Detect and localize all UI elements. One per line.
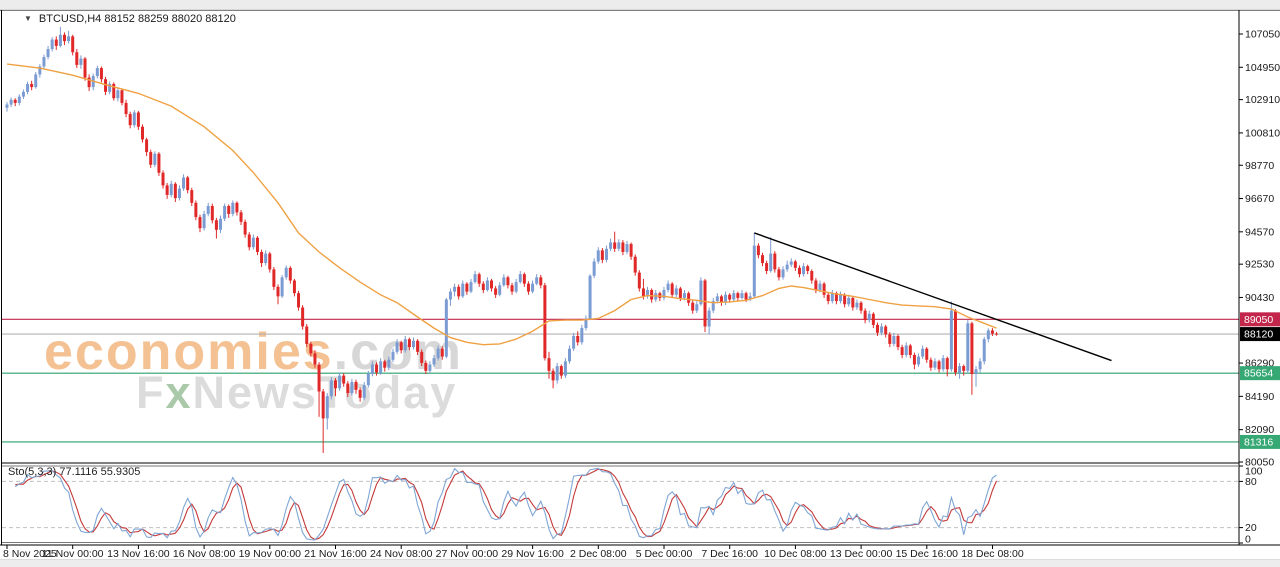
time-tick-label: 19 Nov 00:00	[239, 548, 302, 560]
price-tick-label: 96670	[1245, 193, 1274, 205]
window-top-strip	[0, 0, 1280, 10]
price-badge-label: 81316	[1244, 436, 1273, 448]
sto-level-label: 20	[1245, 522, 1257, 534]
horizontal-levels	[2, 318, 1239, 443]
price-tick-label: 82090	[1245, 424, 1274, 436]
trendline	[754, 232, 1112, 362]
indicator-value-d: 55.9305	[100, 466, 141, 478]
sto-level-label: 100	[1245, 466, 1263, 478]
symbol-name: BTCUSD,H4	[38, 13, 102, 25]
price-tick-label: 90430	[1245, 292, 1274, 304]
descending-trendline[interactable]	[754, 232, 1112, 362]
time-tick-label: 13 Dec 00:00	[830, 548, 893, 560]
sto-level-label: 0	[1245, 534, 1251, 546]
sto-signal-line	[15, 468, 998, 541]
price-badge-support-1	[1240, 366, 1280, 381]
price-axis[interactable]: 107050 104950 102910 100810 98770 96670 94570 9…	[1239, 29, 1280, 469]
price-badge-support-2	[1240, 434, 1280, 449]
symbol-ohlc: 88152 88259 88020 88120	[104, 13, 236, 25]
indicator-name: Sto(5,3,3)	[8, 466, 57, 478]
indicator-value-k: 77.1116	[59, 466, 98, 478]
time-tick-label: 5 Dec 00:00	[636, 548, 693, 560]
sto-level-label: 80	[1245, 476, 1257, 488]
time-tick-label: 8 Nov 2025	[3, 548, 57, 560]
time-tick-label: 7 Dec 16:00	[701, 548, 758, 560]
time-tick-label: 18 Dec 08:00	[961, 548, 1024, 560]
price-tick-label: 80050	[1245, 457, 1274, 469]
price-tick-label: 84190	[1245, 391, 1274, 403]
price-badge-label: 85654	[1244, 368, 1273, 380]
symbol-info: ▼ BTCUSD,H4 88152 88259 88020 88120	[24, 13, 236, 25]
time-tick-label: 15 Dec 16:00	[896, 548, 959, 560]
time-tick-label: 29 Nov 16:00	[501, 548, 564, 560]
symbol-dropdown-icon[interactable]: ▼	[24, 14, 32, 23]
price-tick-label: 107050	[1245, 29, 1280, 41]
moving-average-line	[6, 63, 997, 346]
window-bottom-strip	[0, 559, 1280, 567]
time-tick-label: 13 Nov 16:00	[107, 548, 170, 560]
time-tick-label: 24 Nov 08:00	[370, 548, 433, 560]
time-tick-label: 2 Dec 08:00	[570, 548, 627, 560]
price-badge-label: 88120	[1244, 329, 1273, 341]
time-tick-label: 16 Nov 08:00	[173, 548, 236, 560]
time-tick-label: 10 Dec 08:00	[764, 548, 827, 560]
chart-borders	[0, 3, 1280, 546]
price-tick-label: 102910	[1245, 94, 1280, 106]
price-tick-label: 94570	[1245, 226, 1274, 238]
price-tick-label: 104950	[1245, 62, 1280, 74]
time-tick-label: 21 Nov 16:00	[304, 548, 367, 560]
price-badge-label: 89050	[1244, 314, 1273, 326]
sto-main-line	[14, 467, 997, 541]
indicator-label: Sto(5,3,3) 77.1116 55.9305	[8, 466, 140, 478]
candlesticks	[5, 26, 999, 453]
price-badge-resistance	[1240, 312, 1280, 327]
price-badge-current-price	[1240, 327, 1280, 342]
time-tick-label: 27 Nov 00:00	[436, 548, 499, 560]
time-tick-label: 11 Nov 00:00	[42, 548, 104, 560]
price-tick-label: 92530	[1245, 259, 1274, 271]
price-tick-label: 100810	[1245, 127, 1280, 139]
price-tick-label: 98770	[1245, 160, 1274, 172]
